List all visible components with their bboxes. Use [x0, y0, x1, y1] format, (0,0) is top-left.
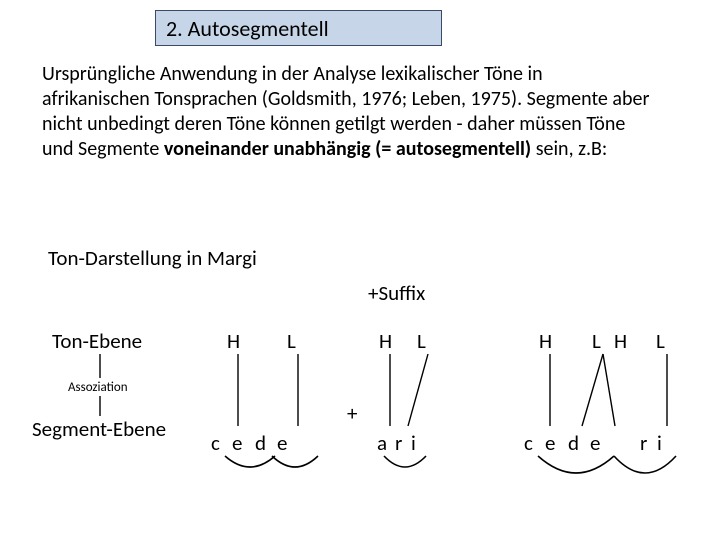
- segment-glyph: r: [640, 430, 647, 456]
- title-text: 2. Autosegmentell: [166, 15, 329, 42]
- margi-heading: Ton-Darstellung in Margi: [48, 245, 257, 271]
- segment-glyph: e: [232, 430, 242, 456]
- assoziation-label: Assoziation: [68, 380, 128, 395]
- body-part3: sein, z.B:: [531, 137, 607, 161]
- segment-glyph: c: [524, 430, 533, 456]
- segment-glyph: c: [211, 430, 220, 456]
- segment-glyph: i: [657, 430, 662, 456]
- tone-glyph: H: [614, 328, 627, 354]
- body-paragraph: Ursprüngliche Anwendung in der Analyse l…: [42, 62, 652, 162]
- tone-glyph: H: [379, 328, 392, 354]
- ton-ebene-label: Ton-Ebene: [52, 328, 142, 354]
- title-box: 2. Autosegmentell: [155, 10, 442, 46]
- segment-glyph: e: [590, 430, 600, 456]
- segment-glyph: d: [255, 430, 266, 456]
- segment-glyph: e: [277, 430, 287, 456]
- tone-glyph: H: [539, 328, 552, 354]
- tone-glyph: L: [417, 328, 426, 354]
- segment-glyph: e: [545, 430, 555, 456]
- tone-glyph: L: [592, 328, 601, 354]
- tone-glyph: L: [287, 328, 296, 354]
- suffix-label: +Suffix: [368, 280, 425, 306]
- segment-glyph: i: [411, 430, 416, 456]
- segment-glyph: r: [395, 430, 402, 456]
- segment-ebene-label: Segment-Ebene: [32, 416, 166, 442]
- tone-glyph: L: [656, 328, 665, 354]
- body-part2-bold: voneinander unabhängig (= autosegmentell…: [164, 137, 531, 161]
- plus-sign: +: [347, 400, 357, 426]
- segment-glyph: a: [377, 430, 387, 456]
- segment-glyph: d: [568, 430, 579, 456]
- tone-glyph: H: [227, 328, 240, 354]
